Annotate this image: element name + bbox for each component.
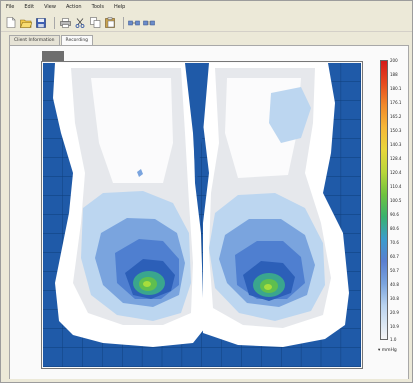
tab-client-information[interactable]: Client Information [9,35,60,45]
pressure-map-frame [41,61,363,369]
tab-recording[interactable]: Recording [60,35,94,45]
toolbar [1,14,412,32]
recording-panel: 200 188 180.1 176.1 165.2 150.3 140.3 12… [9,45,409,381]
cut-icon[interactable] [74,17,86,29]
scale-label: 110.4 [390,184,402,189]
scale-label: 50.7 [390,268,399,273]
scale-label: 165.2 [390,114,402,119]
scale-label: 1.0 [390,337,397,342]
menu-file[interactable]: File [6,4,15,10]
tile-horizontal-icon[interactable] [128,17,140,29]
menu-edit[interactable]: Edit [24,4,35,10]
scale-label: 200 [390,58,398,63]
open-icon[interactable] [20,17,32,29]
sensor-header-strip [42,51,64,62]
menu-view[interactable]: View [44,4,56,10]
scale-label: 80.6 [390,226,399,231]
contour-white-inner-left [91,78,173,183]
menu-tools[interactable]: Tools [91,4,104,10]
scale-label: 70.6 [390,240,399,245]
scale-label: 30.8 [390,296,399,301]
scale-label: 150.3 [390,128,402,133]
menu-help[interactable]: Help [113,4,126,10]
scale-label: 60.7 [390,254,399,259]
scale-label: 20.9 [390,310,399,315]
scale-label: 176.1 [390,100,402,105]
peak-pressure-right [264,284,272,290]
status-bar [1,379,412,382]
save-icon[interactable] [35,17,47,29]
scale-label: 90.6 [390,212,399,217]
scale-label: 140.3 [390,142,402,147]
pressure-map[interactable] [43,63,361,367]
menu-action[interactable]: Action [65,4,82,10]
scale-label: 120.4 [390,170,402,175]
scale-label: 40.8 [390,282,399,287]
toolbar-separator [54,16,55,29]
toolbar-separator [123,16,124,29]
tile-vertical-icon[interactable] [143,17,155,29]
menu-bar: File Edit View Action Tools Help [1,1,412,14]
contour-blue-dot [137,169,143,177]
crotch-gap [185,63,209,188]
scale-label: 10.9 [390,324,399,329]
scale-labels: 200 188 180.1 176.1 165.2 150.3 140.3 12… [390,58,410,348]
peak-pressure-left [143,281,151,287]
print-icon[interactable] [59,17,71,29]
scale-label: 100.5 [390,198,402,203]
pressure-unit-selector[interactable]: ▾ mmHg [378,348,397,353]
paste-icon[interactable] [104,17,116,29]
scale-label: 128.4 [390,156,402,161]
contour-paleblue-spot [269,87,311,143]
new-icon[interactable] [5,17,17,29]
scale-label: 180.1 [390,86,402,91]
scale-label: 188 [390,72,398,77]
pressure-color-scale [380,60,388,340]
copy-icon[interactable] [89,17,101,29]
tab-strip: Client Information Recording [9,35,94,45]
